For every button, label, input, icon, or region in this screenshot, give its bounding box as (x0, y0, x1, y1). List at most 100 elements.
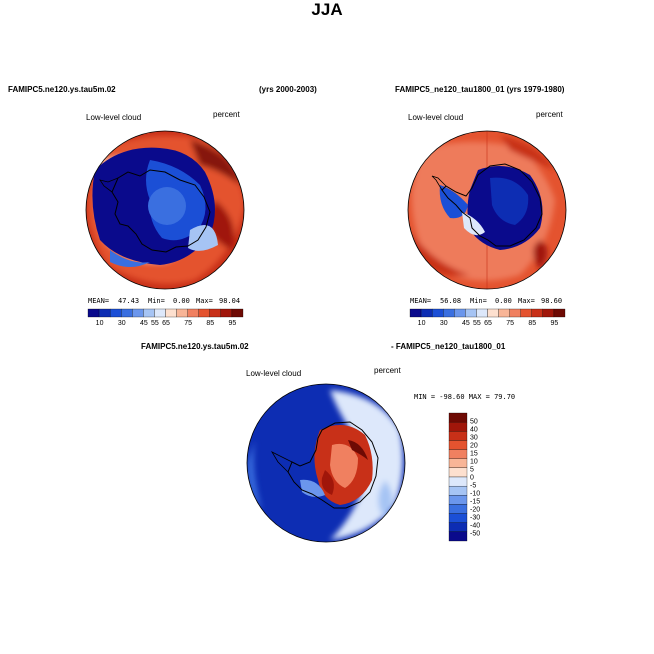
panel3-colorbar-swatch (448, 431, 468, 441)
panel1-map (85, 130, 245, 290)
panel1-max-value: 98.04 (219, 297, 241, 305)
panel3-title: Low-level cloud (246, 369, 302, 378)
panel3-units: percent (374, 366, 401, 375)
panel1-max-label: Max= (196, 297, 213, 305)
panel1-min-label: Min= (148, 297, 165, 305)
figure-title: JJA (311, 0, 343, 19)
panel1-colorbar-swatch (109, 308, 122, 318)
panel3-colorbar-swatch (448, 522, 468, 533)
panel3-colorbar-swatch (448, 513, 468, 523)
panel1-colorbar-swatch (132, 308, 144, 318)
panel3-colorbar-swatch (448, 421, 468, 432)
panel1-colorbar-tick-label: 45 (140, 320, 148, 327)
panel1-colorbar-swatch (187, 308, 199, 318)
panel2-mean-label: MEAN= (410, 297, 432, 305)
panel3-colorbar-swatch (448, 485, 468, 496)
panel1-colorbar-tick-label: 95 (229, 320, 237, 327)
panel3-colorbar-tick-label: 20 (470, 443, 478, 450)
panel2-colorbar-swatch (509, 308, 521, 318)
panel2-colorbar-swatch (553, 308, 566, 318)
panel3-colorbar-tick-label: -10 (470, 491, 480, 498)
panel3-colorbar-swatch (448, 531, 468, 542)
panel1-colorbar-swatch (87, 308, 100, 318)
panel2-colorbar-swatch (520, 308, 532, 318)
panel1-colorbar-tick-label: 85 (206, 320, 214, 327)
panel2-colorbar-swatch (409, 308, 422, 318)
diff-header-left: FAMIPC5.ne120.ys.tau5m.02 (141, 342, 249, 351)
panel2-colorbar-tick-label: 10 (418, 320, 426, 327)
panel2-colorbar-swatch (420, 308, 433, 318)
panel1-mean-value: 47.43 (118, 297, 140, 305)
panel3-colorbar-swatch (448, 412, 468, 423)
panel2-colorbar-tick-label: 45 (462, 320, 470, 327)
panel1-colorbar-swatch (121, 308, 133, 318)
panel2-title: Low-level cloud (408, 113, 464, 122)
panel2-colorbar-tick-label: 30 (440, 320, 448, 327)
panel2-colorbar-swatch (454, 308, 466, 318)
panel3-colorbar-tick-label: -30 (470, 515, 480, 522)
panel1-colorbar-tick-label: 75 (184, 320, 192, 327)
panel2-colorbar-tick-label: 75 (506, 320, 514, 327)
panel2-colorbar-tick-label: 55 (473, 320, 481, 327)
panel3-colorbar-swatch (448, 476, 468, 487)
header-left-years: (yrs 2000-2003) (259, 85, 317, 94)
panel2-colorbar-tick-label: 85 (528, 320, 536, 327)
panel1-colorbar-swatch (165, 308, 177, 318)
panel3-colorbar-tick-label: 10 (470, 459, 478, 466)
panel1-colorbar-tick-label: 65 (162, 320, 170, 327)
panel2-colorbar-swatch (443, 308, 455, 318)
panel2-colorbar-tick-label: 95 (551, 320, 559, 327)
panel3-colorbar-tick-label: -15 (470, 499, 480, 506)
panel1-colorbar-swatch (176, 308, 188, 318)
panel1-colorbar-swatch (98, 308, 111, 318)
panel3-colorbar-swatch (448, 449, 468, 459)
panel3-colorbar-tick-label: 15 (470, 451, 478, 458)
diff-header-right: - FAMIPC5_ne120_tau1800_01 (391, 342, 506, 351)
panel1-colorbar: 10 30 45 55 65 75 85 95 (87, 308, 244, 327)
panel2-units: percent (536, 110, 563, 119)
panel1-title: Low-level cloud (86, 113, 142, 122)
panel3-colorbar-swatch (448, 440, 468, 450)
panel1-colorbar-tick-label: 10 (96, 320, 104, 327)
panel2-colorbar-swatch (465, 308, 477, 318)
panel3-colorbar-tick-label: 30 (470, 435, 478, 442)
panel2-colorbar-tick-label: 65 (484, 320, 492, 327)
panel3-colorbar-tick-label: 40 (470, 427, 478, 434)
panel3-colorbar-tick-label: 5 (470, 467, 474, 474)
panel3-colorbar-swatch (448, 495, 468, 505)
panel2-colorbar-swatch (476, 308, 488, 318)
panel2-colorbar-swatch (487, 308, 499, 318)
panel3-colorbar-tick-label: -5 (470, 483, 476, 490)
header-left-case: FAMIPC5.ne120.ys.tau5m.02 (8, 85, 116, 94)
panel3-colorbar-tick-label: -20 (470, 507, 480, 514)
panel2-colorbar-swatch (542, 308, 555, 318)
header-right-case: FAMIPC5_ne120_tau1800_01 (yrs 1979-1980) (395, 85, 565, 94)
panel3-colorbar-swatch (448, 504, 468, 514)
panel2-min-label: Min= (470, 297, 487, 305)
panel2-max-label: Max= (518, 297, 535, 305)
panel2-colorbar: 10 30 45 55 65 75 85 95 (409, 308, 566, 327)
panel3-colorbar-tick-label: 50 (470, 419, 478, 426)
panel1-colorbar-swatch (231, 308, 244, 318)
panel3-colorbar-tick-label: -50 (470, 531, 480, 538)
panel2-colorbar-swatch (531, 308, 544, 318)
panel1-colorbar-swatch (154, 308, 166, 318)
panel1-units: percent (213, 110, 240, 119)
panel1-colorbar-swatch (209, 308, 222, 318)
panel1-mean-label: MEAN= (88, 297, 110, 305)
panel2-max-value: 98.60 (541, 297, 563, 305)
panel1-colorbar-tick-label: 55 (151, 320, 159, 327)
panel3-minmax: MIN = -98.60 MAX = 79.70 (414, 393, 516, 401)
panel1-colorbar-swatch (198, 308, 210, 318)
panel2-colorbar-swatch (431, 308, 444, 318)
panel3-colorbar-swatch (448, 467, 468, 478)
panel3-colorbar-swatch (448, 458, 468, 469)
panel2-mean-value: 56.08 (440, 297, 462, 305)
panel2-map (407, 130, 567, 290)
panel1-colorbar-tick-label: 30 (118, 320, 126, 327)
panel1-min-value: 0.00 (173, 297, 190, 305)
panel3-colorbar-tick-label: 0 (470, 475, 474, 482)
panel1-colorbar-swatch (220, 308, 233, 318)
panel1-colorbar-swatch (143, 308, 155, 318)
